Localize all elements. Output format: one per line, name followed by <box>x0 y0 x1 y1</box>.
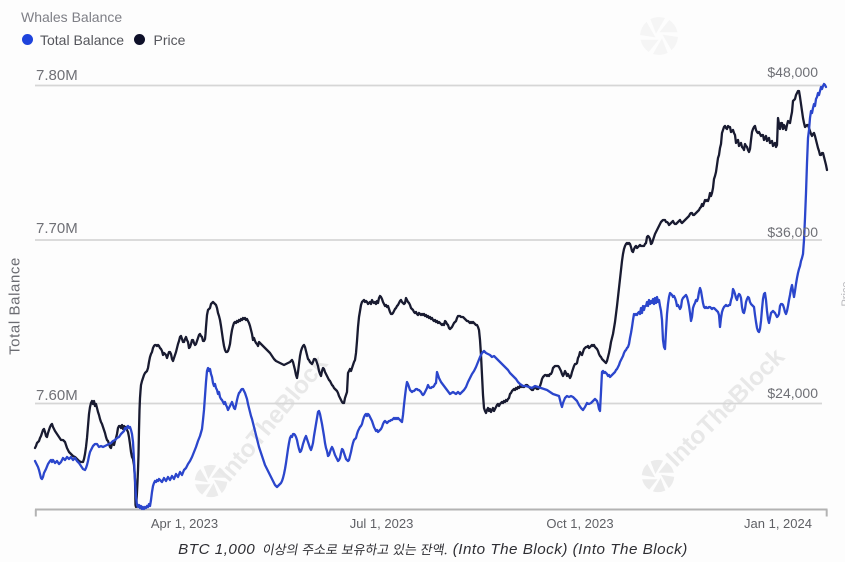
svg-text:IntoTheBlock: IntoTheBlock <box>213 350 334 487</box>
svg-text:IntoTheBlock: IntoTheBlock <box>661 343 790 472</box>
